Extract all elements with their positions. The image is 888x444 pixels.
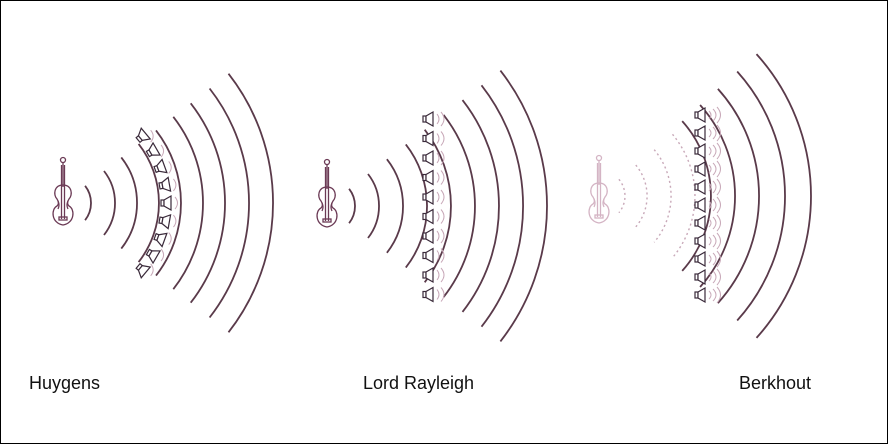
wavefront-6 — [172, 116, 204, 290]
wavefront-3 — [120, 156, 138, 250]
loudspeaker-icon — [135, 262, 152, 279]
secondary-wavelet — [708, 286, 721, 304]
secondary-wavelet — [436, 228, 445, 244]
secondary-wavelet — [160, 144, 165, 158]
wavefront-3 — [386, 158, 404, 254]
loudspeaker-icon — [422, 149, 434, 167]
virtual-wavefront-2 — [635, 164, 648, 228]
virtual-wavefront-4 — [671, 133, 696, 259]
secondary-wavelet — [436, 111, 445, 127]
loudspeaker-icon — [694, 178, 706, 196]
wavefront-8 — [208, 87, 250, 319]
secondary-wavelet — [708, 214, 721, 232]
loudspeaker-icon — [422, 169, 434, 186]
wavefront-1 — [681, 120, 712, 272]
secondary-wavelet — [708, 232, 721, 250]
secondary-wavelet — [436, 209, 445, 224]
secondary-wavelet — [168, 232, 172, 245]
wavefront-1 — [84, 185, 92, 221]
caption-berkhout: Berkhout — [739, 373, 812, 393]
loudspeaker-icon — [422, 247, 434, 264]
secondary-wavelet — [150, 263, 154, 277]
loudspeaker-icon — [694, 142, 706, 160]
wavefront-9 — [499, 70, 548, 342]
secondary-wavelet — [708, 106, 721, 124]
loudspeaker-icon — [422, 110, 434, 128]
violin-icon — [588, 154, 610, 224]
secondary-wavelet — [708, 178, 721, 196]
secondary-wavelet — [708, 250, 721, 268]
violin-icon — [52, 156, 74, 226]
secondary-wavelet — [168, 161, 172, 174]
secondary-wavelet — [708, 268, 721, 286]
wavefront-8 — [480, 84, 524, 328]
caption-huygens: Huygens — [29, 373, 101, 393]
loudspeaker-icon — [422, 266, 434, 284]
loudspeaker-icon — [422, 188, 434, 206]
secondary-wavelet — [436, 287, 445, 302]
secondary-wavelet — [436, 267, 445, 283]
wavefront-5 — [755, 53, 812, 339]
secondary-wavelet — [150, 129, 154, 143]
loudspeaker-icon — [694, 232, 706, 250]
violin-icon — [316, 158, 338, 228]
secondary-wavelet — [436, 170, 445, 185]
wavefront-9 — [227, 73, 274, 333]
secondary-wavelet — [708, 142, 721, 160]
secondary-wavelet — [436, 189, 445, 205]
loudspeaker-icon — [422, 227, 434, 245]
secondary-wavelet — [174, 196, 178, 210]
wavefront-2 — [103, 170, 116, 236]
loudspeaker-icon — [160, 194, 172, 212]
wavefront-4 — [405, 143, 428, 269]
virtual-wavefront-3 — [653, 149, 672, 243]
wavefront-3 — [717, 88, 760, 304]
wavefront-2 — [699, 104, 736, 288]
loudspeaker-icon — [145, 248, 162, 265]
secondary-wavelet — [436, 131, 445, 146]
wavefront-7 — [189, 102, 226, 304]
loudspeaker-icon — [422, 130, 434, 147]
loudspeaker-icon — [694, 160, 706, 178]
wavefront-6 — [442, 114, 476, 298]
secondary-wavelet — [436, 150, 445, 166]
loudspeaker-icon — [158, 213, 172, 230]
secondary-wavelet — [173, 178, 177, 192]
loudspeaker-icon — [694, 250, 706, 268]
loudspeaker-icon — [145, 141, 162, 158]
wavefront-7 — [461, 99, 500, 313]
loudspeaker-icon — [158, 176, 172, 193]
wavefront-2 — [367, 173, 380, 239]
secondary-wavelet — [708, 196, 721, 214]
secondary-wavelet — [708, 124, 721, 142]
wavefront-5 — [155, 129, 182, 277]
panel-berkhout — [588, 53, 812, 339]
loudspeaker-icon — [153, 232, 168, 248]
wavefront-4 — [137, 143, 160, 263]
wavefront-4 — [736, 70, 786, 322]
loudspeaker-icon — [422, 208, 434, 225]
secondary-wavelet — [708, 160, 721, 178]
loudspeaker-icon — [153, 158, 168, 174]
loudspeaker-icon — [694, 106, 706, 124]
secondary-wavelet — [436, 248, 445, 263]
loudspeaker-icon — [694, 214, 706, 232]
panel-huygens — [52, 73, 274, 333]
secondary-wavelet — [160, 248, 165, 262]
loudspeaker-icon — [694, 268, 706, 286]
loudspeaker-icon — [694, 196, 706, 214]
secondary-wavelet — [173, 214, 177, 228]
loudspeaker-icon — [694, 286, 706, 304]
panel-rayleigh — [316, 70, 548, 342]
wavefront-1 — [348, 188, 356, 224]
virtual-wavefront-1 — [618, 178, 626, 214]
wavefront-5 — [423, 129, 452, 283]
loudspeaker-icon — [135, 127, 152, 144]
loudspeaker-icon — [694, 124, 706, 142]
caption-lord-rayleigh: Lord Rayleigh — [363, 373, 475, 393]
loudspeaker-icon — [422, 286, 434, 303]
